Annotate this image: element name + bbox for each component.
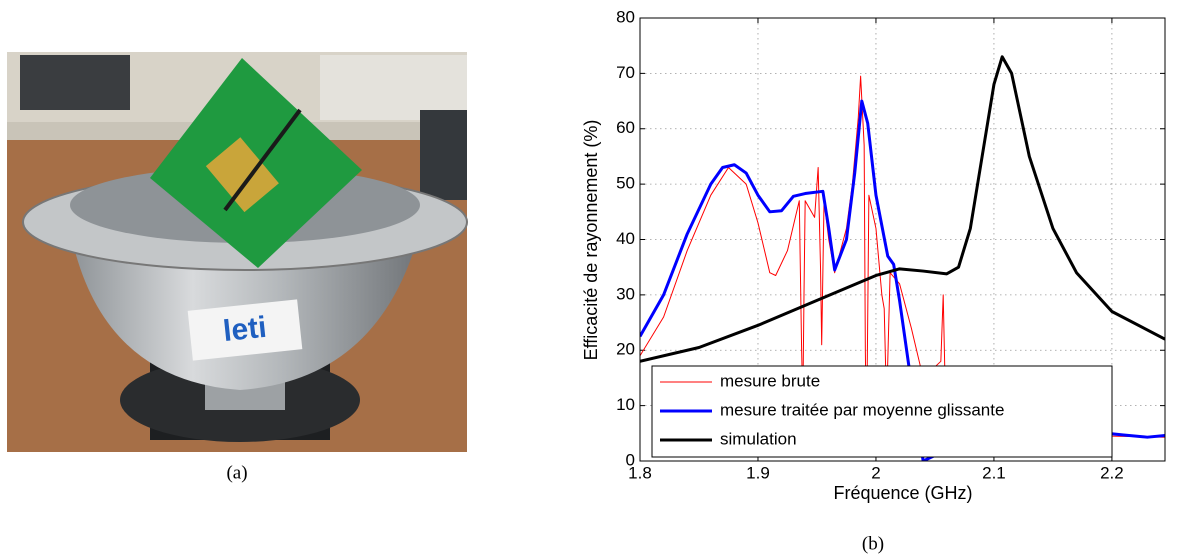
- axes-box: [639, 17, 1166, 462]
- x-tick-label: 2.1: [982, 463, 1006, 482]
- y-tick-label: 80: [616, 7, 635, 26]
- y-axis-label: Efficacité de rayonnement (%): [581, 120, 601, 361]
- photo-sign: leti: [222, 311, 269, 348]
- y-tick-label: 10: [616, 395, 635, 414]
- x-tick-label: 1.9: [746, 463, 770, 482]
- data-line: [640, 55, 1165, 363]
- y-tick-label: 0: [626, 450, 635, 469]
- y-tick-label: 20: [616, 340, 635, 359]
- x-axis-label: Fréquence (GHz): [833, 483, 972, 503]
- photo: leti: [7, 52, 468, 452]
- chart-caption: (b): [862, 533, 884, 554]
- photo-caption: (a): [226, 462, 247, 483]
- legend-box: [651, 365, 1113, 458]
- x-tick-label: 1.8: [628, 463, 652, 482]
- x-tick-label: 2.2: [1100, 463, 1124, 482]
- legend-label: simulation: [720, 429, 797, 448]
- legend-label: mesure brute: [720, 371, 820, 390]
- y-tick-label: 50: [616, 174, 635, 193]
- y-tick-label: 60: [616, 118, 635, 137]
- y-tick-label: 40: [616, 229, 635, 248]
- x-tick-label: 2: [871, 463, 880, 482]
- y-tick-label: 70: [616, 63, 635, 82]
- legend-label: mesure traitée par moyenne glissante: [720, 400, 1004, 419]
- y-tick-label: 30: [616, 284, 635, 303]
